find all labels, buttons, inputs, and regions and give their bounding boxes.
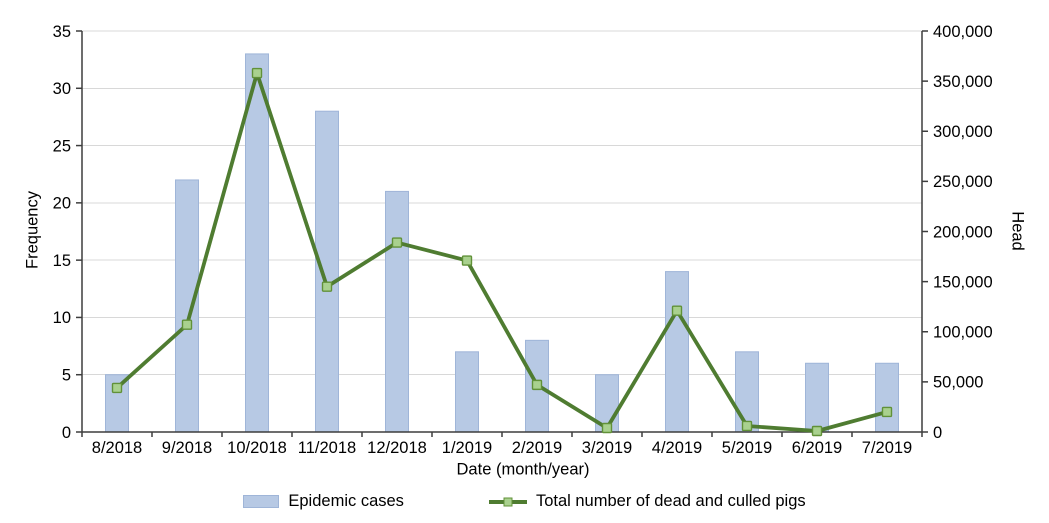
line-marker-9/2018: [181, 319, 193, 330]
right-tick-label: 200,000: [933, 223, 993, 241]
line-marker-1/2019: [461, 255, 473, 266]
right-tick-label: 400,000: [933, 23, 993, 41]
bar-1/2019: [455, 351, 479, 433]
left-tick-label: 5: [62, 366, 71, 384]
line-marker-12/2018: [391, 237, 403, 248]
x-tick-label: 9/2018: [162, 439, 212, 457]
left-axis-title: Frequency: [23, 191, 42, 269]
line-marker-8/2018: [111, 382, 123, 394]
bar-12/2018: [385, 190, 409, 433]
x-tick-label: 12/2018: [367, 439, 427, 457]
line-marker-3/2019: [601, 422, 613, 434]
right-tick-label: 350,000: [933, 73, 993, 91]
left-tick-label: 15: [53, 252, 71, 270]
x-axis-title: Date (month/year): [456, 460, 590, 479]
legend-item-epidemic-cases: Epidemic cases: [243, 492, 404, 511]
line-marker-swatch-icon: [503, 497, 513, 506]
x-tick-label: 8/2018: [92, 439, 142, 457]
left-tick-label: 10: [53, 309, 71, 327]
right-tick-label: 300,000: [933, 123, 993, 141]
line-marker-11/2018: [321, 281, 333, 292]
x-tick-label: 6/2019: [792, 439, 842, 457]
line-marker-2/2019: [531, 379, 543, 391]
right-tick-label: 100,000: [933, 324, 993, 342]
line-swatch-icon: [488, 497, 527, 506]
bar-swatch-icon: [243, 495, 280, 508]
left-tick-label: 30: [53, 80, 71, 98]
x-tick-label: 1/2019: [442, 439, 492, 457]
right-axis-title: Head: [1008, 211, 1027, 251]
bar-6/2019: [805, 362, 829, 433]
legend: Epidemic cases Total number of dead and …: [0, 492, 1049, 511]
x-tick-label: 3/2019: [582, 439, 632, 457]
bar-9/2018: [175, 179, 199, 433]
bar-4/2019: [665, 271, 689, 433]
bar-7/2019: [875, 362, 899, 433]
x-tick-label: 5/2019: [722, 439, 772, 457]
bar-11/2018: [315, 110, 339, 433]
right-tick-label: 150,000: [933, 273, 993, 291]
line-marker-10/2018: [251, 67, 263, 79]
x-tick-label: 7/2019: [862, 439, 912, 457]
x-tick-label: 10/2018: [227, 439, 287, 457]
left-tick-label: 25: [53, 137, 71, 155]
right-tick-label: 50,000: [933, 374, 983, 392]
bar-5/2019: [735, 351, 759, 433]
x-tick-label: 4/2019: [652, 439, 702, 457]
line-marker-4/2019: [671, 305, 683, 316]
left-tick-label: 20: [53, 195, 71, 213]
line-marker-7/2019: [881, 406, 893, 418]
legend-label-dead-culled-pigs: Total number of dead and culled pigs: [535, 492, 806, 510]
line-series: [115, 71, 889, 433]
left-tick-label: 0: [62, 424, 71, 442]
bar-10/2018: [245, 53, 269, 433]
line-marker-6/2019: [811, 425, 823, 437]
legend-item-dead-culled-pigs: Total number of dead and culled pigs: [488, 492, 806, 511]
line-marker-5/2019: [741, 420, 753, 432]
right-tick-label: 0: [933, 424, 942, 442]
left-tick-label: 35: [53, 23, 71, 41]
x-tick-label: 2/2019: [512, 439, 562, 457]
x-tick-label: 11/2018: [298, 439, 356, 457]
right-tick-label: 250,000: [933, 173, 993, 191]
legend-label-epidemic-cases: Epidemic cases: [288, 492, 404, 510]
